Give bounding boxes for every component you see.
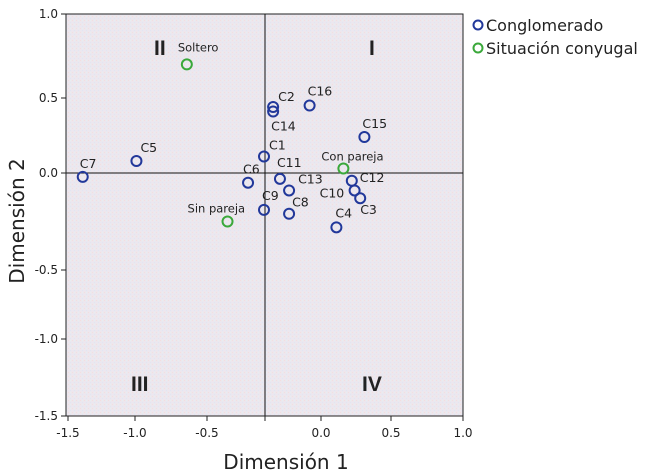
legend-marker-conglomerado: [472, 19, 484, 31]
point-con-pareja: [337, 162, 350, 175]
legend: Conglomerado Situación conyugal: [472, 16, 638, 58]
point-label: Sin pareja: [188, 202, 246, 216]
y-tick-label: 0.5: [39, 91, 58, 105]
point-c3: [354, 192, 367, 205]
y-tick-label: -1.5: [35, 409, 58, 423]
point-c10: [348, 184, 361, 197]
point-label: C12: [360, 170, 385, 185]
point-c7: [76, 170, 89, 183]
legend-label-situacion: Situación conyugal: [486, 39, 638, 58]
point-label: C1: [269, 138, 286, 153]
y-tick-label: 1.0: [39, 7, 58, 21]
point-label: C15: [362, 116, 387, 131]
point-label: C8: [292, 195, 309, 210]
point-c6: [242, 176, 255, 189]
point-c9: [258, 203, 270, 216]
quadrant-label-4: IV: [362, 373, 382, 396]
x-tick-label: 0.0: [311, 426, 330, 440]
x-tick-label: 0.5: [381, 426, 400, 440]
quadrant-label-1: I: [369, 37, 375, 60]
x-tick-label: -0.5: [195, 426, 218, 440]
point-sin-pareja: [221, 215, 234, 228]
y-axis-title: Dimensión 2: [5, 158, 29, 283]
point-c5: [130, 155, 143, 167]
point-label: C5: [140, 140, 157, 155]
point-c14: [267, 105, 280, 118]
point-label: C14: [271, 119, 296, 134]
point-c11: [273, 172, 286, 185]
point-label: C7: [80, 156, 97, 171]
point-label: Con pareja: [321, 150, 383, 164]
point-label: C6: [243, 162, 260, 177]
point-label: Soltero: [178, 40, 219, 54]
y-tick-label: -0.5: [35, 263, 58, 277]
legend-label-conglomerado: Conglomerado: [486, 16, 603, 35]
quadrant-label-3: III: [131, 373, 149, 396]
point-label: C2: [278, 89, 295, 104]
quadrant-label-2: II: [154, 37, 166, 60]
legend-marker-situacion: [472, 42, 484, 54]
point-label: C4: [335, 205, 352, 220]
point-label: C10: [320, 185, 345, 200]
point-c2: [267, 101, 280, 113]
y-tick-label: -1.0: [35, 332, 58, 346]
point-soltero: [180, 58, 193, 71]
point-label: C16: [308, 84, 333, 99]
point-label: C9: [262, 188, 279, 203]
x-tick-label: 1.0: [453, 426, 472, 440]
point-c8: [283, 207, 296, 220]
x-tick-label: -1.0: [123, 426, 146, 440]
point-c4: [330, 221, 343, 234]
point-c1: [258, 150, 270, 163]
y-tick-label: 0.0: [39, 166, 58, 180]
point-c16: [303, 99, 316, 112]
point-c15: [358, 131, 371, 143]
point-c13: [283, 184, 296, 197]
x-tick-label: -1.5: [56, 426, 79, 440]
point-label: C13: [298, 171, 323, 186]
point-label: C11: [277, 155, 302, 170]
x-axis-title: Dimensión 1: [223, 450, 348, 474]
point-label: C3: [360, 202, 377, 217]
